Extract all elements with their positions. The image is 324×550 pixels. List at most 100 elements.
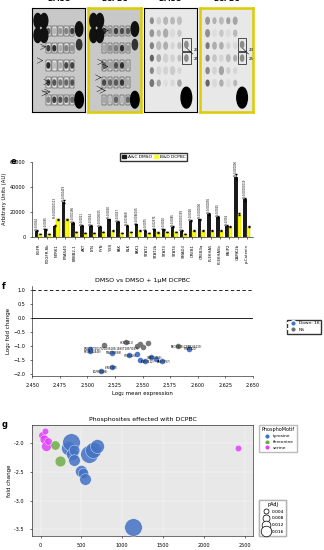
Circle shape: [47, 63, 50, 68]
Circle shape: [65, 29, 68, 34]
Circle shape: [220, 55, 223, 61]
Circle shape: [234, 43, 237, 48]
Circle shape: [127, 63, 129, 68]
Point: [138, 340, 143, 349]
Bar: [144, 230, 147, 237]
Circle shape: [227, 68, 230, 73]
Point: [186, 344, 191, 353]
Bar: [35, 230, 38, 237]
Circle shape: [71, 29, 74, 34]
Circle shape: [53, 46, 56, 51]
Text: 23: 23: [193, 48, 198, 52]
Bar: [58, 26, 63, 36]
Circle shape: [226, 30, 230, 37]
Circle shape: [65, 63, 68, 68]
Bar: [65, 219, 69, 237]
Text: ERK1/2(T202/Y204)(S185/189)(T185/Y187): ERK1/2(T202/Y204)(S185/189)(T185/Y187): [84, 346, 139, 350]
Text: P=0.0054: P=0.0054: [35, 217, 39, 230]
Circle shape: [234, 30, 237, 36]
Circle shape: [240, 55, 244, 61]
Circle shape: [59, 29, 62, 34]
Point: [145, 339, 151, 348]
Circle shape: [240, 41, 244, 48]
Point: [69, 438, 74, 447]
Text: P=0.000419: P=0.000419: [62, 185, 66, 201]
Circle shape: [171, 29, 175, 37]
Bar: [58, 43, 63, 53]
Circle shape: [47, 97, 50, 102]
Text: P=0.000000113: P=0.000000113: [53, 197, 57, 218]
Bar: [211, 230, 214, 237]
Bar: [46, 95, 51, 105]
Circle shape: [213, 18, 216, 24]
Bar: [108, 78, 112, 88]
Circle shape: [185, 41, 188, 48]
Bar: [58, 78, 63, 88]
Bar: [75, 232, 78, 237]
Text: P=0.0085: P=0.0085: [170, 213, 175, 226]
Bar: [108, 60, 112, 70]
Circle shape: [53, 80, 56, 85]
Circle shape: [178, 17, 181, 24]
Bar: [53, 226, 56, 237]
Circle shape: [121, 97, 123, 102]
Circle shape: [121, 29, 123, 34]
Y-axis label: fold change: fold change: [7, 464, 12, 497]
Text: e: e: [10, 157, 16, 166]
Circle shape: [171, 80, 174, 86]
Circle shape: [220, 18, 223, 24]
Bar: [52, 60, 57, 70]
Text: P=0.0050: P=0.0050: [107, 206, 111, 218]
Point: [109, 363, 114, 372]
Circle shape: [185, 55, 188, 61]
Bar: [238, 39, 246, 51]
Circle shape: [157, 30, 160, 36]
Circle shape: [150, 56, 153, 61]
Text: P=0.0067: P=0.0067: [116, 208, 120, 221]
Circle shape: [131, 91, 139, 108]
Circle shape: [121, 63, 123, 68]
Text: BAK(Y397): BAK(Y397): [157, 360, 170, 364]
Bar: [114, 26, 118, 36]
Bar: [182, 52, 191, 64]
Circle shape: [40, 13, 48, 28]
Circle shape: [132, 40, 137, 50]
Bar: [52, 26, 57, 36]
Bar: [84, 233, 87, 237]
Text: EGFR(1086): EGFR(1086): [93, 370, 108, 373]
Point: [58, 456, 63, 465]
Circle shape: [103, 46, 105, 51]
Bar: [234, 177, 238, 237]
Point: [87, 347, 92, 356]
Circle shape: [213, 55, 216, 61]
Bar: [52, 43, 57, 53]
Circle shape: [234, 56, 237, 61]
Text: FYN(Y420): FYN(Y420): [183, 347, 197, 351]
Circle shape: [237, 87, 248, 108]
Point: [130, 522, 135, 531]
Bar: [134, 224, 138, 237]
Text: P=0.0021: P=0.0021: [80, 212, 84, 225]
Bar: [98, 227, 102, 237]
Bar: [70, 95, 75, 105]
Circle shape: [171, 55, 174, 61]
Circle shape: [90, 13, 97, 28]
Point: [53, 440, 58, 449]
Y-axis label: Arbitrary Units (AU): Arbitrary Units (AU): [2, 173, 7, 226]
Bar: [52, 95, 57, 105]
Point: [44, 442, 49, 451]
Point: [42, 434, 47, 443]
Bar: [114, 78, 118, 88]
Text: YES(Y426): YES(Y426): [123, 354, 136, 358]
Circle shape: [213, 80, 216, 86]
Bar: [120, 60, 124, 70]
Bar: [126, 95, 130, 105]
Bar: [70, 60, 75, 70]
Text: P=0.00000019: P=0.00000019: [243, 179, 247, 199]
Legend: Down: 16, NS: Down: 16, NS: [287, 320, 321, 333]
Bar: [153, 229, 156, 237]
Circle shape: [127, 97, 129, 102]
Text: 25: 25: [193, 57, 198, 61]
Legend: 0.004, 0.008, 0.012, 0.016: 0.004, 0.008, 0.012, 0.016: [259, 500, 286, 536]
Bar: [202, 230, 205, 237]
